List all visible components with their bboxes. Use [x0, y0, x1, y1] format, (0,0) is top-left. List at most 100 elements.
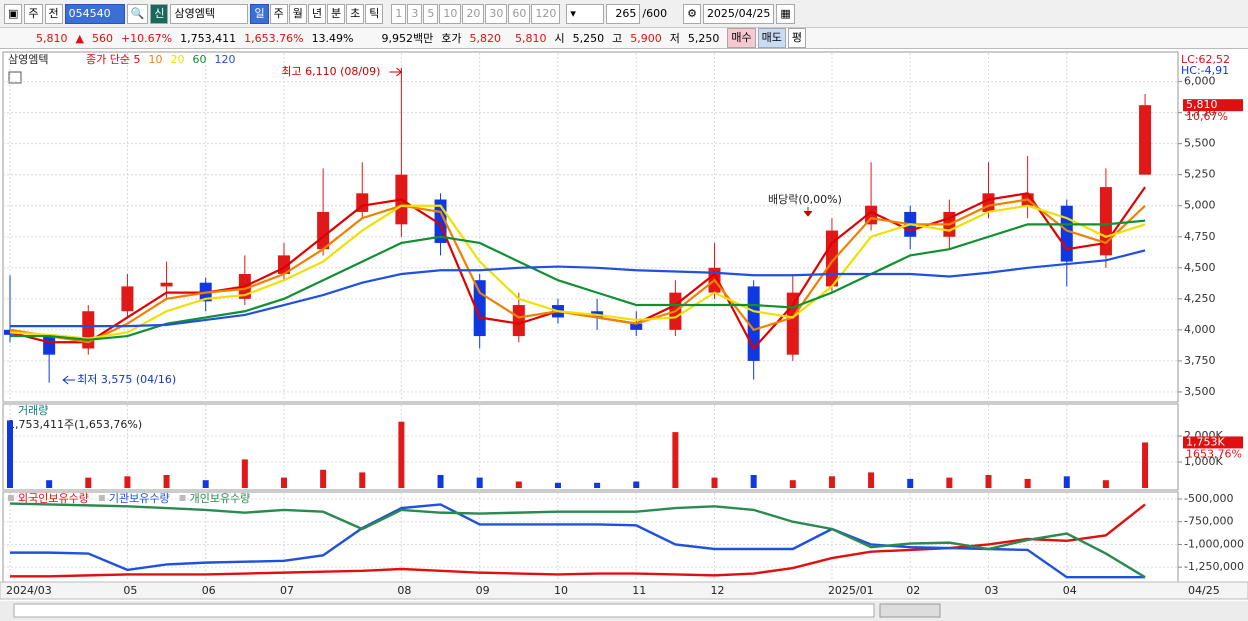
date-axis — [0, 581, 1248, 600]
calendar-button[interactable]: ▦ — [776, 3, 795, 24]
volume-bar — [868, 472, 875, 488]
volume-bar — [398, 421, 405, 488]
quote-bar: 5,810 ▲ 560 +10.67% 1,753,411 1,653.76% … — [0, 28, 1248, 49]
candle-body — [630, 323, 643, 330]
volume-bar — [672, 432, 679, 488]
y-tick-label: 4,250 — [1184, 292, 1216, 305]
open: 5,250 — [572, 31, 605, 45]
legend-entry: 120 — [214, 53, 235, 66]
low-arrow — [62, 375, 76, 385]
avg-button[interactable]: 평 — [787, 28, 806, 48]
minute-button[interactable]: 10 — [439, 3, 462, 24]
legend-entry: 기관보유수량 — [109, 492, 170, 505]
volume-bar — [789, 480, 796, 488]
minute-button[interactable]: 5 — [423, 3, 439, 24]
minute-button[interactable]: 20 — [462, 3, 485, 24]
minute-button[interactable]: 1 — [391, 3, 407, 24]
ma-line — [10, 249, 1146, 328]
x-tick-label: 04 — [1063, 584, 1077, 597]
ask: 5,820 — [469, 31, 502, 45]
period-button[interactable]: 초 — [346, 3, 365, 24]
volume-bar — [7, 420, 13, 488]
volume-bar — [46, 480, 53, 488]
volume-bar — [633, 481, 640, 488]
ask-label: 호가 — [441, 32, 462, 45]
x-tick-label: 06 — [202, 584, 216, 597]
candle-body — [121, 286, 134, 312]
volume-bar — [1102, 480, 1109, 488]
x-tick-label: 2025/01 — [828, 584, 874, 597]
y-tick-label: 4,750 — [1184, 230, 1216, 243]
dropdown[interactable]: ▾ — [566, 3, 605, 24]
y-tick-label: 4,000 — [1184, 323, 1216, 336]
turnover: 13.49% — [311, 31, 354, 45]
x-tick-label: 02 — [906, 584, 920, 597]
search-button[interactable]: 🔍 — [126, 3, 149, 24]
minute-button[interactable]: 30 — [485, 3, 508, 24]
hc-label: HC:-4,91 — [1181, 64, 1229, 77]
current-pct: 10,67% — [1186, 110, 1228, 123]
count-input[interactable]: 265 — [606, 3, 641, 24]
ma-line — [9, 204, 1146, 340]
date-input[interactable]: 2025/04/25 — [702, 3, 775, 24]
change: 560 — [91, 31, 113, 45]
candle-body — [43, 336, 56, 355]
x-tick-label: 12 — [711, 584, 725, 597]
volume-bar — [476, 477, 483, 488]
volume-bar — [711, 477, 718, 488]
period-button[interactable]: 년 — [307, 3, 326, 24]
view-button[interactable]: 주 — [24, 3, 43, 24]
volume-bar — [280, 477, 287, 488]
code-input[interactable]: 054540 — [64, 3, 125, 24]
current-label: 5,810 — [1186, 98, 1218, 111]
badge: 신 — [150, 3, 169, 24]
high-arrow — [389, 67, 403, 77]
high-annotation: 최고 6,110 (08/09) — [281, 65, 380, 78]
panel-title: 삼영엠텍 — [8, 53, 48, 66]
icon-button[interactable]: ▣ — [4, 3, 23, 24]
x-tick-label: 10 — [554, 584, 568, 597]
background — [0, 50, 1248, 600]
volume-bar — [241, 459, 248, 488]
period-button[interactable]: 일 — [250, 3, 269, 24]
high: 5,900 — [630, 31, 662, 45]
x-tick-label: 11 — [632, 584, 646, 597]
period-button[interactable]: 분 — [326, 3, 346, 24]
period-button[interactable]: 월 — [288, 3, 307, 24]
candle-body — [786, 292, 799, 355]
buy-button[interactable]: 매수 — [727, 28, 756, 48]
candle-body — [1099, 187, 1112, 256]
volume-bar — [202, 480, 209, 488]
arrow: ▲ — [75, 31, 84, 45]
lc-label: LC:62,52 — [1181, 53, 1230, 66]
y-tick-label: -750,000 — [1184, 515, 1233, 528]
candle-body — [512, 305, 525, 337]
volume-bar — [1024, 478, 1031, 488]
tool-button[interactable]: ⚙ — [683, 3, 701, 24]
period-button[interactable]: 틱 — [365, 3, 384, 24]
current-box — [1183, 436, 1243, 449]
candle-body — [160, 282, 173, 287]
volume-bar — [85, 477, 92, 488]
minute-button[interactable]: 60 — [508, 3, 531, 24]
period-button[interactable]: 주 — [269, 3, 288, 24]
legend-swatch — [98, 495, 105, 501]
y-tick-label: 5,250 — [1184, 168, 1216, 181]
table-icon[interactable] — [8, 71, 22, 84]
current-pct: 1653,76% — [1186, 447, 1242, 460]
price-panel — [2, 51, 1179, 403]
stock-name[interactable]: 삼영엠텍 — [170, 3, 249, 24]
volume-title: 거래량 — [18, 404, 48, 417]
minute-button[interactable]: 120 — [531, 3, 561, 24]
view-button[interactable]: 전 — [44, 3, 63, 24]
sell-button[interactable]: 매도 — [757, 28, 786, 48]
y-tick-label: 5,500 — [1184, 137, 1216, 150]
scroll-track[interactable] — [13, 603, 875, 618]
x-last-label: 04/25 — [1188, 584, 1220, 597]
candle-body — [317, 211, 330, 250]
nav-buttons[interactable] — [879, 603, 941, 618]
legend-swatch — [179, 495, 186, 501]
volume: 1,753,411 — [180, 31, 237, 45]
minute-button[interactable]: 3 — [407, 3, 423, 24]
